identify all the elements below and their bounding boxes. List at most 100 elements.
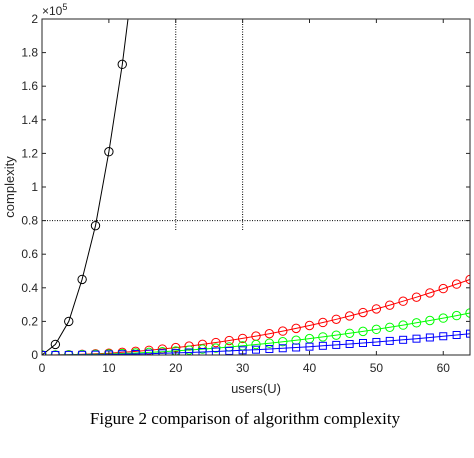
data-point-circle: [90, 220, 101, 231]
y-tick-label: 1.4: [21, 113, 38, 127]
data-point-circle: [344, 311, 355, 321]
data-point-circle: [64, 316, 74, 327]
data-point-circle: [144, 347, 154, 355]
y-tick-label: 0.4: [21, 281, 38, 295]
data-point-circle: [251, 339, 261, 350]
data-point-circle: [104, 147, 114, 157]
data-point-circle: [398, 320, 408, 330]
data-point-circle: [291, 323, 301, 334]
data-point-circle: [237, 333, 248, 344]
data-point-circle: [358, 326, 368, 337]
data-point-circle: [385, 322, 395, 332]
data-point-circle: [117, 348, 127, 355]
data-point-circle: [425, 288, 435, 298]
data-point-circle: [385, 300, 395, 310]
data-point-square: [198, 347, 207, 355]
data-point-circle: [358, 307, 368, 318]
data-point-circle: [331, 314, 341, 324]
data-point-circle: [371, 324, 382, 335]
data-point-circle: [130, 348, 141, 355]
y-tick-label: 2: [31, 12, 38, 26]
data-point-square: [425, 333, 434, 342]
data-point-square: [158, 349, 167, 355]
data-point-circle: [451, 310, 462, 321]
x-tick-label: 50: [370, 361, 384, 375]
data-point-circle: [304, 320, 315, 331]
data-point-square: [305, 342, 314, 351]
data-point-circle: [264, 328, 275, 339]
data-point-circle: [278, 337, 288, 347]
y-exponent-power: 5: [62, 2, 67, 12]
data-point-square: [399, 335, 408, 344]
data-point-circle: [264, 338, 275, 348]
data-point-circle: [171, 346, 181, 355]
y-tick-label: 1.8: [21, 46, 38, 60]
y-tick-label: 0.8: [21, 214, 38, 228]
data-point-square: [385, 336, 394, 345]
y-tick-label: 0.6: [21, 247, 38, 261]
data-point-square: [466, 329, 470, 338]
y-tick-label: 1.2: [21, 146, 38, 160]
data-point-circle: [438, 313, 448, 323]
y-exponent-label: ×105: [42, 2, 67, 18]
data-point-circle: [157, 346, 168, 355]
x-tick-label: 30: [236, 361, 250, 375]
data-point-square: [345, 339, 354, 348]
data-point-circle: [224, 335, 234, 346]
data-point-square: [131, 349, 140, 355]
data-point-circle: [184, 345, 194, 355]
data-point-square: [225, 346, 234, 355]
y-axis-label: complexity: [2, 156, 17, 218]
data-point-circle: [344, 328, 355, 338]
series-3: [42, 329, 470, 355]
data-point-square: [278, 344, 287, 353]
series-line: [42, 333, 470, 355]
data-point-square: [104, 350, 113, 355]
ticks-layer: 0 10 20 30 40 50 60 0 0.2 0.4 0.6 0.8 1 1.2 1.4 1.6 1.8 2: [21, 12, 470, 375]
data-point-circle: [318, 332, 328, 342]
data-point-square: [372, 337, 381, 346]
data-point-circle: [331, 330, 341, 340]
data-point-square: [265, 344, 274, 353]
y-tick-label: 1: [31, 180, 38, 194]
data-point-circle: [451, 279, 462, 289]
data-point-circle: [318, 317, 328, 328]
series-layer: [42, 19, 470, 355]
data-point-circle: [50, 339, 61, 350]
y-tick-label: 0: [31, 348, 38, 362]
y-tick-label: 1.6: [21, 79, 38, 93]
x-tick-label: 40: [303, 361, 317, 375]
data-point-circle: [278, 326, 288, 336]
x-axis-label: users(U): [231, 381, 281, 396]
data-point-square: [318, 341, 327, 350]
data-point-circle: [197, 344, 208, 354]
data-point-circle: [371, 304, 382, 314]
data-point-square: [292, 343, 301, 352]
data-point-square: [332, 340, 341, 349]
data-point-circle: [425, 315, 435, 326]
data-point-circle: [77, 274, 87, 285]
x-tick-label: 20: [169, 361, 183, 375]
data-point-square: [252, 345, 260, 354]
data-point-square: [452, 330, 461, 339]
data-point-circle: [117, 59, 127, 70]
data-point-square: [171, 348, 180, 355]
reference-lines: [42, 19, 470, 231]
x-tick-label: 10: [102, 361, 116, 375]
x-tick-label: 0: [39, 361, 46, 375]
data-point-circle: [398, 296, 408, 306]
data-point-square: [185, 348, 194, 355]
data-point-square: [118, 350, 127, 355]
data-point-square: [359, 339, 367, 348]
data-point-square: [145, 349, 153, 355]
data-point-circle: [411, 292, 422, 302]
y-tick-label: 0.2: [21, 314, 38, 328]
y-exponent-base: ×10: [42, 4, 63, 18]
data-point-circle: [411, 318, 422, 328]
data-point-square: [412, 334, 421, 343]
figure-caption: Figure 2 comparison of algorithm complex…: [90, 409, 401, 428]
x-tick-label: 60: [437, 361, 451, 375]
data-point-circle: [211, 343, 221, 353]
